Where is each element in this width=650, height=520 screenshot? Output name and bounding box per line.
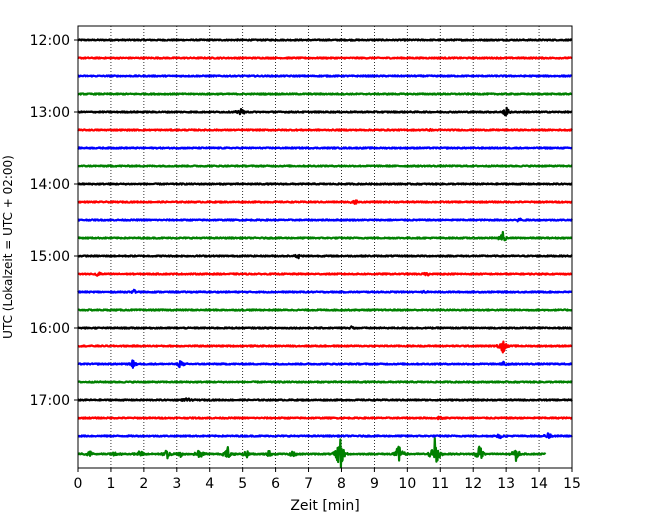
x-axis-ticks: 0 1 2 3 4 5 6 7 8 9 10 11 12 13 14 15 xyxy=(74,468,581,492)
x-tick-label: 13 xyxy=(497,476,515,492)
x-tick-label: 5 xyxy=(238,476,247,492)
trace-1600 xyxy=(77,325,573,330)
y-tick-label: 17:00 xyxy=(30,393,70,409)
y-tick-label: 13:00 xyxy=(30,105,70,121)
trace-1230 xyxy=(77,74,573,78)
x-tick-label: 12 xyxy=(464,476,482,492)
trace-1215 xyxy=(77,56,573,60)
x-tick-label: 1 xyxy=(106,476,115,492)
y-tick-label: 12:00 xyxy=(30,33,70,49)
x-tick-label: 14 xyxy=(530,476,548,492)
trace-1430 xyxy=(77,217,573,223)
trace-1500 xyxy=(77,253,573,260)
trace-1315 xyxy=(77,127,573,132)
trace-1515 xyxy=(77,271,573,277)
trace-1745 xyxy=(77,437,547,469)
y-tick-label: 15:00 xyxy=(30,249,70,265)
trace-1300 xyxy=(77,106,573,117)
x-tick-label: 4 xyxy=(205,476,214,492)
trace-1615 xyxy=(77,340,573,354)
trace-1700 xyxy=(77,397,573,402)
x-tick-label: 15 xyxy=(563,476,581,492)
trace-1330 xyxy=(77,146,573,150)
y-axis-label: UTC (Lokalzeit = UTC + 02:00) xyxy=(1,155,15,339)
y-tick-label: 14:00 xyxy=(30,177,70,193)
x-tick-label: 10 xyxy=(398,476,416,492)
trace-1245 xyxy=(77,92,573,96)
trace-1645 xyxy=(77,380,573,384)
x-tick-label: 7 xyxy=(304,476,313,492)
x-tick-label: 0 xyxy=(74,476,83,492)
trace-1545 xyxy=(77,308,573,312)
y-axis-ticks: 12:00 13:00 14:00 15:00 16:00 17:00 xyxy=(30,33,78,409)
x-tick-label: 9 xyxy=(370,476,379,492)
trace-1715 xyxy=(77,415,573,421)
x-tick-label: 11 xyxy=(431,476,449,492)
x-tick-label: 6 xyxy=(271,476,280,492)
seismic-traces xyxy=(77,38,573,469)
trace-1630 xyxy=(77,359,573,369)
trace-1445 xyxy=(77,230,573,242)
trace-1345 xyxy=(77,164,573,168)
trace-1415 xyxy=(77,199,573,205)
x-axis-label: Zeit [min] xyxy=(290,498,359,514)
trace-1400 xyxy=(77,182,573,186)
x-tick-label: 2 xyxy=(139,476,148,492)
x-tick-label: 3 xyxy=(172,476,181,492)
grid-lines xyxy=(110,26,540,468)
x-tick-label: 8 xyxy=(337,476,346,492)
plot-frame xyxy=(77,25,573,469)
trace-1200 xyxy=(77,38,573,42)
trace-1530 xyxy=(77,288,573,294)
trace-1730 xyxy=(77,432,573,440)
y-tick-label: 16:00 xyxy=(30,321,70,337)
